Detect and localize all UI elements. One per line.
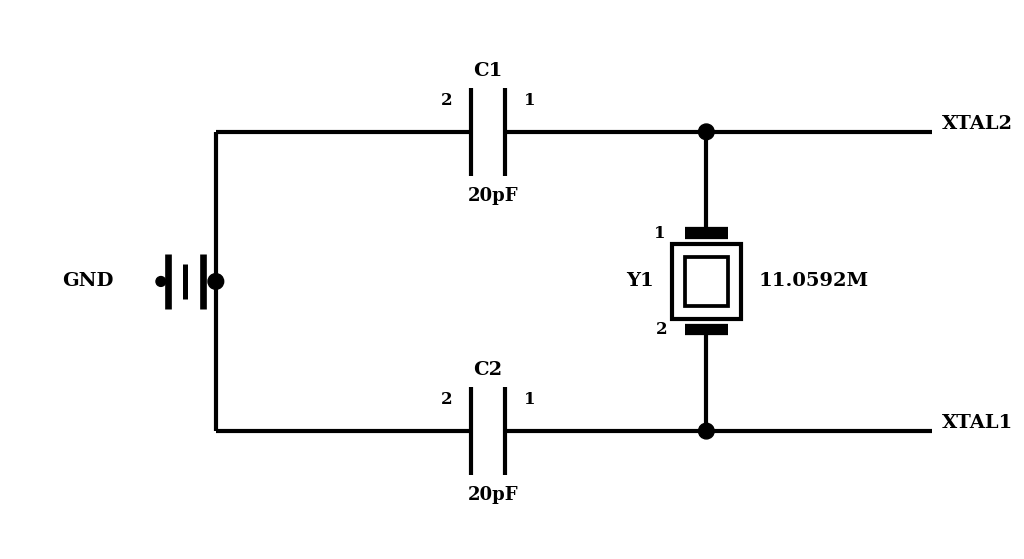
Text: GND: GND — [62, 272, 114, 291]
Text: 20pF: 20pF — [468, 486, 518, 504]
Text: 1: 1 — [653, 225, 666, 242]
Text: C1: C1 — [473, 62, 503, 80]
Text: XTAL2: XTAL2 — [942, 115, 1013, 133]
Circle shape — [698, 124, 714, 140]
Text: XTAL1: XTAL1 — [942, 414, 1013, 432]
Text: 1: 1 — [524, 92, 536, 109]
Text: 11.0592M: 11.0592M — [759, 272, 868, 291]
Text: 2: 2 — [440, 92, 453, 109]
Bar — [685, 257, 728, 306]
Circle shape — [698, 423, 714, 439]
Circle shape — [208, 273, 223, 290]
Text: 2: 2 — [655, 321, 667, 338]
Text: 2: 2 — [440, 391, 453, 408]
Bar — [672, 244, 740, 319]
Text: 20pF: 20pF — [468, 187, 518, 205]
Circle shape — [156, 277, 166, 286]
Text: C2: C2 — [473, 361, 503, 379]
Text: 1: 1 — [524, 391, 536, 408]
Text: Y1: Y1 — [627, 272, 654, 291]
